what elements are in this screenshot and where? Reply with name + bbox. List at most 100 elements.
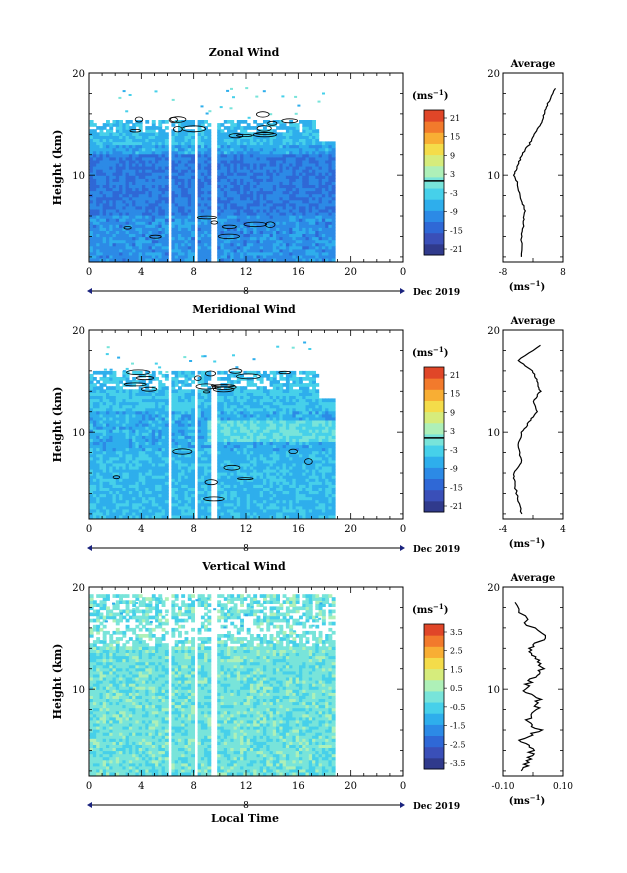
heatmap-cell — [285, 169, 290, 173]
heatmap-cell — [164, 484, 169, 488]
heatmap-cell — [92, 141, 97, 146]
heatmap-cell — [256, 202, 261, 207]
heatmap-cell — [99, 490, 104, 495]
heatmap-cell — [223, 169, 228, 173]
heatmap-cell — [128, 459, 133, 464]
heatmap-cell — [145, 129, 150, 133]
heatmap-cell — [164, 386, 169, 390]
heatmap-cell — [109, 456, 114, 461]
heatmap-cell — [122, 435, 127, 439]
heatmap-cell — [246, 239, 251, 244]
heatmap-cell — [184, 478, 189, 482]
heatmap-cell — [109, 419, 114, 424]
heatmap-cell — [315, 230, 320, 234]
heatmap-cell — [89, 508, 94, 513]
heatmap-cell — [122, 175, 127, 179]
heatmap-cell — [109, 236, 114, 241]
heatmap-cell — [259, 187, 264, 192]
heatmap-cell — [148, 239, 153, 244]
heatmap-cell — [119, 230, 123, 234]
heatmap-cell — [318, 144, 323, 149]
heatmap-cell — [266, 239, 271, 244]
heatmap-cell — [171, 398, 176, 403]
heatmap-cell — [125, 233, 130, 238]
heatmap-cell — [207, 432, 212, 436]
heatmap-cell — [191, 172, 195, 176]
heatmap-cell — [151, 459, 156, 464]
heatmap-cell — [171, 215, 176, 219]
heatmap-cell — [246, 245, 251, 250]
heatmap-cell — [174, 496, 179, 501]
heatmap-cell — [256, 162, 261, 167]
heatmap-cell — [96, 233, 101, 238]
heatmap-cell — [171, 144, 176, 149]
heatmap-cell — [119, 172, 123, 176]
heatmap-cell — [174, 242, 179, 247]
heatmap-cell — [89, 502, 94, 507]
heatmap-cell — [305, 172, 310, 176]
heatmap-cell — [96, 423, 101, 427]
heatmap-cell — [204, 169, 208, 173]
heatmap-cell — [115, 447, 120, 452]
heatmap-cell — [197, 248, 202, 253]
heatmap-cell — [142, 395, 146, 400]
heatmap-cell — [184, 169, 189, 173]
heatmap-cell — [178, 373, 182, 378]
heatmap-cell — [299, 251, 303, 256]
heatmap-cell — [197, 502, 202, 507]
heatmap-cell — [246, 205, 251, 210]
heatmap-cell — [331, 230, 336, 234]
heatmap-cell — [285, 147, 290, 152]
heatmap-cell — [272, 202, 277, 207]
heatmap-cell — [109, 215, 114, 219]
heatmap-cell — [315, 147, 320, 152]
heatmap-cell — [119, 236, 123, 241]
heatmap-cell — [200, 178, 205, 182]
heatmap-cell — [181, 511, 186, 516]
heatmap-cell — [125, 444, 130, 449]
heatmap-cell — [142, 441, 146, 446]
heatmap-cell — [148, 459, 153, 464]
heatmap-cell — [112, 147, 117, 152]
heatmap-cell — [122, 227, 127, 231]
heatmap-cell — [122, 199, 127, 204]
heatmap-cell — [92, 257, 97, 262]
heatmap-cell — [207, 199, 212, 204]
heatmap-cell — [115, 484, 120, 488]
heatmap-cell — [171, 233, 176, 238]
heatmap-cell — [312, 257, 316, 262]
heatmap-cell — [158, 193, 163, 198]
heatmap-cell — [119, 435, 123, 439]
heatmap-cell — [187, 218, 192, 222]
heatmap-cell — [321, 169, 326, 173]
heatmap-cell — [246, 126, 251, 130]
heatmap-cell — [128, 478, 133, 482]
heatmap-cell — [122, 481, 127, 485]
heatmap-cell — [158, 426, 163, 430]
heatmap-cell — [122, 456, 127, 461]
heatmap-cell — [220, 211, 225, 216]
heatmap-cell — [233, 169, 238, 173]
heatmap-cell — [181, 153, 186, 158]
heatmap-cell — [181, 172, 186, 176]
heatmap-cell — [128, 239, 133, 244]
heatmap-cell — [135, 211, 140, 216]
heatmap-cell — [256, 181, 261, 185]
heatmap-cell — [197, 159, 202, 164]
heatmap-cell — [187, 120, 192, 124]
heatmap-cell — [89, 236, 94, 241]
heatmap-cell — [106, 502, 110, 507]
heatmap-cell — [220, 153, 225, 158]
heatmap-cell — [243, 162, 248, 167]
heatmap-cell — [155, 215, 159, 219]
heatmap-cell — [151, 175, 156, 179]
heatmap-cell — [233, 202, 238, 207]
heatmap-cell — [109, 245, 114, 250]
heatmap-cell — [171, 453, 176, 458]
heatmap-cell — [99, 438, 104, 442]
heatmap-cell — [187, 410, 192, 415]
heatmap-cell — [184, 254, 189, 259]
heatmap-cell — [132, 389, 137, 393]
heatmap-cell — [217, 386, 222, 390]
heatmap-cell — [315, 144, 320, 149]
